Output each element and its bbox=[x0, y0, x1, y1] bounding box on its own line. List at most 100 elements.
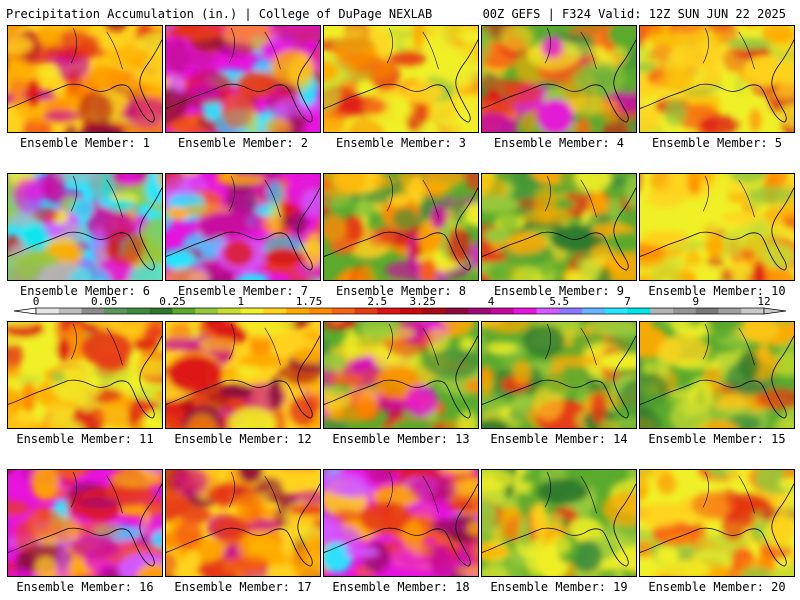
precip-blob bbox=[705, 26, 734, 32]
colorbar-swatch bbox=[445, 308, 469, 314]
colorbar-tick-label: 12 bbox=[757, 296, 770, 308]
precip-blob bbox=[643, 360, 656, 377]
precip-map-svg bbox=[324, 26, 478, 132]
precip-blob bbox=[439, 470, 475, 475]
coastline bbox=[8, 187, 162, 271]
precip-blob bbox=[166, 268, 209, 280]
colorbar-tick-label: 7 bbox=[624, 296, 631, 308]
precip-blob bbox=[430, 518, 469, 534]
precip-blob bbox=[41, 174, 66, 204]
precip-blob bbox=[669, 400, 710, 428]
precip-blob bbox=[236, 273, 270, 280]
colorbar-swatch bbox=[695, 308, 719, 314]
precip-blob bbox=[144, 497, 162, 517]
precip-blob bbox=[8, 419, 24, 428]
precip-blob bbox=[482, 112, 518, 132]
precip-blob bbox=[324, 215, 347, 243]
precip-blob bbox=[78, 399, 97, 412]
precip-blob bbox=[367, 227, 396, 248]
precip-blob bbox=[123, 97, 162, 128]
precip-blob bbox=[324, 470, 327, 475]
precip-blob bbox=[708, 395, 749, 412]
precip-blob bbox=[599, 98, 622, 123]
precip-map-svg bbox=[8, 174, 162, 280]
precip-blob bbox=[306, 535, 320, 556]
precip-blob bbox=[482, 543, 509, 561]
precip-blob bbox=[724, 224, 778, 260]
precip-blob bbox=[574, 174, 612, 193]
precip-map-svg bbox=[166, 470, 320, 576]
precip-blob bbox=[166, 26, 175, 32]
precip-blob bbox=[663, 98, 687, 126]
precip-blob bbox=[596, 353, 636, 370]
precip-blob bbox=[324, 417, 348, 428]
precip-blob bbox=[268, 376, 283, 411]
coastline bbox=[640, 39, 794, 123]
colorbar-swatch bbox=[491, 308, 515, 314]
precip-blob bbox=[734, 76, 747, 95]
colorbar-tick-label: 4 bbox=[488, 296, 495, 308]
precip-blob bbox=[704, 232, 725, 259]
colorbar-swatch bbox=[331, 308, 355, 314]
precip-blob bbox=[173, 470, 209, 498]
precip-blob bbox=[105, 26, 128, 32]
precip-blob bbox=[649, 265, 684, 280]
state-border bbox=[702, 175, 755, 218]
precip-blob bbox=[189, 83, 221, 101]
precip-blob bbox=[646, 187, 686, 209]
colorbar-tick-label: 0.05 bbox=[91, 296, 118, 308]
ensemble-member-label: Ensemble Member: 18 bbox=[332, 580, 470, 594]
colorbar-swatch bbox=[218, 308, 242, 314]
precip-blob bbox=[337, 27, 368, 38]
precip-blob bbox=[343, 215, 365, 245]
precip-blob bbox=[482, 195, 519, 214]
precip-blob bbox=[670, 26, 704, 35]
precip-blob bbox=[766, 174, 790, 187]
precip-blob bbox=[451, 189, 468, 226]
precip-blob bbox=[748, 108, 762, 132]
ensemble-member-map bbox=[481, 321, 637, 429]
precip-field bbox=[640, 26, 794, 132]
precip-blob bbox=[151, 530, 162, 549]
colorbar-swatch bbox=[718, 308, 742, 314]
precip-field bbox=[324, 26, 478, 132]
precip-blob bbox=[20, 223, 50, 251]
precip-blob bbox=[70, 198, 95, 218]
precip-blob bbox=[8, 59, 33, 81]
coastline bbox=[324, 335, 478, 419]
precip-blob bbox=[590, 392, 607, 424]
colorbar-graphic: 0 0.05 0.25 1 1.75 2.5 3.25 4 5.5 7 9 12 bbox=[13, 296, 787, 315]
state-border bbox=[228, 27, 281, 70]
precip-blob bbox=[266, 180, 285, 206]
state-border bbox=[702, 471, 755, 514]
precip-blob bbox=[597, 569, 618, 576]
ensemble-member-map bbox=[639, 25, 795, 133]
ensemble-member-label: Ensemble Member: 20 bbox=[648, 580, 786, 594]
precip-blob bbox=[482, 27, 492, 63]
precip-blob bbox=[8, 36, 34, 54]
coastline bbox=[8, 483, 162, 567]
colorbar-tick-label: 1 bbox=[237, 296, 244, 308]
precip-blob bbox=[602, 491, 636, 527]
precip-blob bbox=[735, 322, 780, 343]
ensemble-member-map bbox=[639, 469, 795, 577]
ensemble-member-map bbox=[323, 25, 479, 133]
precip-map-svg bbox=[8, 26, 162, 132]
precip-blob bbox=[405, 384, 438, 417]
precip-blob bbox=[740, 566, 772, 576]
ensemble-member-label: Ensemble Member: 16 bbox=[16, 580, 154, 594]
state-border bbox=[386, 27, 439, 70]
precip-blob bbox=[50, 371, 66, 383]
precip-blob bbox=[389, 93, 411, 120]
precip-blob bbox=[211, 515, 250, 540]
precip-field bbox=[8, 470, 162, 576]
precip-blob bbox=[505, 81, 542, 105]
precip-blob bbox=[536, 478, 589, 504]
precip-blob bbox=[640, 358, 642, 372]
precip-blob bbox=[713, 174, 731, 196]
precip-blob bbox=[457, 410, 478, 428]
precip-blob bbox=[607, 26, 636, 49]
precip-blob bbox=[336, 482, 375, 498]
ensemble-member-label: Ensemble Member: 19 bbox=[490, 580, 628, 594]
precip-blob bbox=[332, 508, 361, 523]
